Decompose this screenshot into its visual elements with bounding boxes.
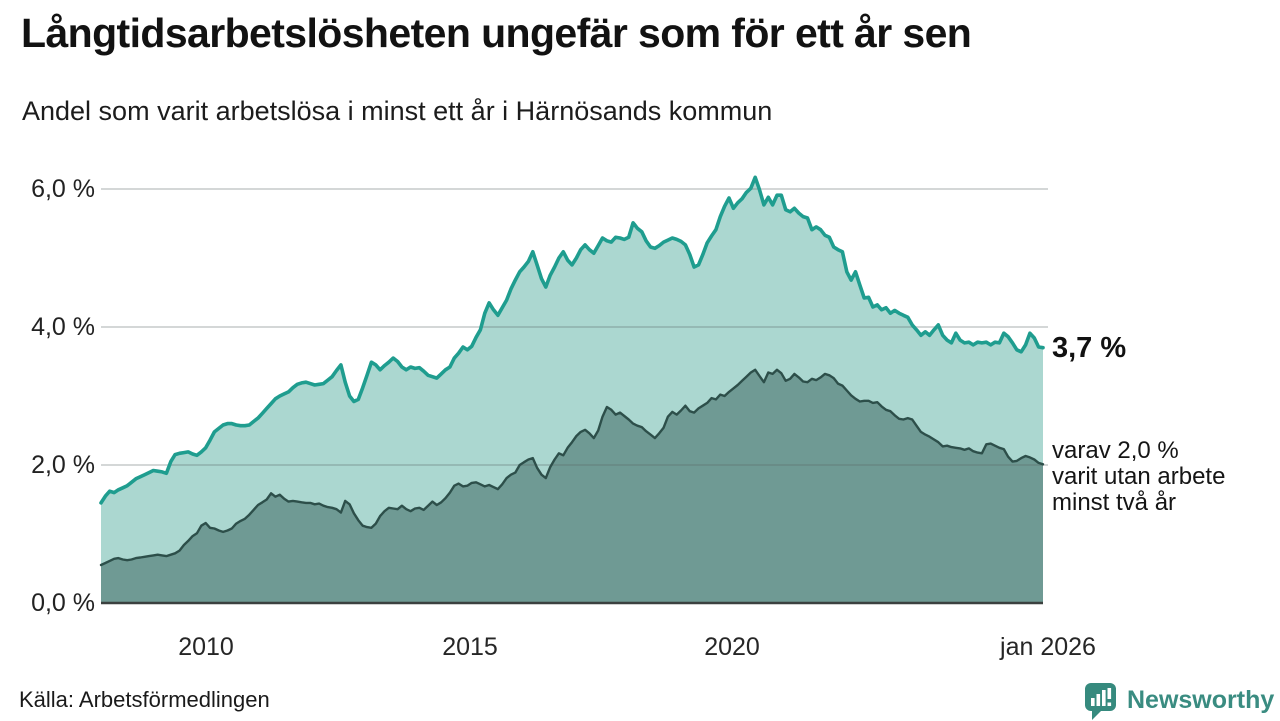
source-note: Källa: Arbetsförmedlingen: [19, 687, 270, 712]
newsworthy-logo-text: Newsworthy: [1127, 686, 1275, 714]
page-title: Långtidsarbetslösheten ungefär som för e…: [21, 10, 972, 56]
series-annotation-label: varav 2,0 % varit utan arbete minst två …: [1052, 437, 1226, 516]
chart-subtitle: Andel som varit arbetslösa i minst ett å…: [22, 96, 773, 126]
x-tick-label: 2020: [704, 633, 760, 661]
x-tick-label: 2010: [178, 633, 234, 661]
series-end-value-label: 3,7 %: [1052, 332, 1127, 364]
newsworthy-logo-icon: [1085, 683, 1116, 720]
y-tick-label: 6,0 %: [31, 175, 95, 203]
y-tick-label: 4,0 %: [31, 313, 95, 341]
y-tick-label: 0,0 %: [31, 589, 95, 617]
x-tick-label: 2015: [442, 633, 498, 661]
x-tick-label: jan 2026: [1000, 633, 1096, 661]
y-tick-label: 2,0 %: [31, 451, 95, 479]
